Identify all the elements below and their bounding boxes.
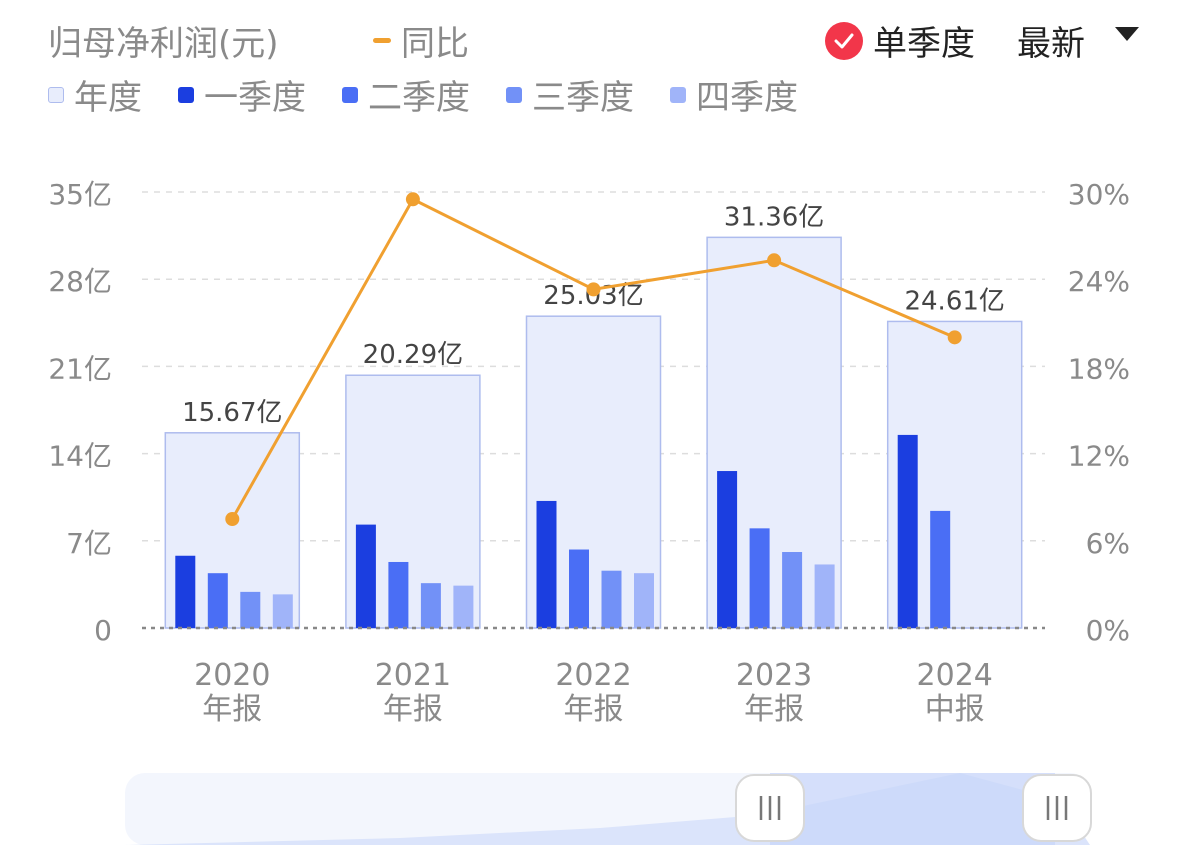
x-tick-period: 年报 — [744, 692, 804, 727]
legend-swatch-icon — [506, 86, 522, 103]
yoy-label: 同比 — [401, 24, 469, 64]
quarter-bar-q4 — [272, 594, 293, 628]
y-left-tick-label: 35亿 — [48, 178, 112, 211]
legend-label: 一季度 — [204, 78, 306, 118]
check-icon[interactable] — [825, 21, 863, 60]
legend-label: 三季度 — [532, 78, 634, 118]
triangle-down-icon — [1115, 26, 1139, 41]
y-left-tick-label: 7亿 — [66, 527, 112, 560]
chart-header: 归母净利润(元) 同比 单季度 最新 — [48, 14, 1139, 65]
y-right-tick-label: 18% — [1068, 352, 1130, 385]
quarter-bar-q1 — [175, 555, 196, 628]
y-left-tick-label: 0 — [94, 614, 112, 647]
quarter-bar-q4 — [634, 573, 654, 628]
legend-label: 年度 — [74, 78, 142, 118]
legend-item-1[interactable]: 一季度 — [178, 70, 306, 119]
period-dropdown[interactable]: 最新 — [1017, 16, 1139, 65]
legend-swatch-icon — [178, 86, 194, 103]
yoy-point — [586, 282, 601, 297]
y-left-tick-label: 28亿 — [48, 265, 112, 298]
quarter-bar-q2 — [749, 528, 770, 628]
quarter-bar-q3 — [420, 583, 441, 628]
quarter-bar-q3 — [601, 570, 622, 628]
quarter-bar-q1 — [717, 471, 738, 628]
quarter-bar-q4 — [453, 585, 474, 628]
legend-label: 四季度 — [696, 78, 798, 118]
x-tick-period: 年报 — [564, 692, 624, 727]
y-right-tick-label: 12% — [1068, 440, 1130, 473]
x-tick-period: 年报 — [202, 692, 262, 727]
y-left-tick-label: 14亿 — [48, 440, 112, 473]
quarter-bar-q1 — [536, 500, 557, 628]
annual-data-label: 15.67亿 — [182, 398, 282, 428]
legend-item-2[interactable]: 二季度 — [342, 70, 470, 119]
x-tick-period: 中报 — [925, 692, 985, 727]
yoy-point — [947, 330, 962, 345]
header-controls: 单季度 最新 — [825, 16, 1139, 65]
y-right-tick-label: 0% — [1086, 614, 1130, 647]
y-right-tick-label: 30% — [1068, 178, 1130, 211]
y-right-tick-label: 6% — [1086, 527, 1130, 560]
legend-item-0[interactable]: 年度 — [48, 70, 142, 119]
x-tick-year: 2023 — [736, 658, 812, 693]
quarter-bar-q2 — [930, 510, 951, 628]
annual-data-label: 24.61亿 — [904, 286, 1004, 316]
x-tick-year: 2020 — [194, 658, 270, 693]
quarter-bar-q2 — [569, 549, 589, 628]
yoy-legend-item[interactable]: 同比 — [373, 16, 469, 65]
legend-label: 二季度 — [368, 78, 470, 118]
yoy-point — [767, 253, 782, 268]
x-tick-year: 2021 — [375, 658, 451, 693]
annual-data-label: 31.36亿 — [724, 202, 824, 232]
y-right-tick-label: 24% — [1068, 265, 1130, 298]
quarter-bar-q1 — [897, 434, 918, 628]
single-quarter-toggle[interactable]: 单季度 — [873, 24, 975, 64]
legend-swatch-icon — [342, 86, 358, 103]
y-left-tick-label: 21亿 — [48, 352, 112, 385]
yoy-point — [225, 512, 240, 526]
navigator-selected-range — [770, 773, 1055, 845]
quarter-bar-q2 — [388, 561, 409, 628]
chart-title: 归母净利润(元) — [48, 24, 279, 64]
legend-swatch-icon — [48, 86, 64, 103]
legend: 年度 一季度 二季度 三季度 四季度 — [48, 70, 834, 119]
quarter-bar-q3 — [240, 591, 261, 628]
annual-data-label: 20.29亿 — [363, 340, 463, 370]
x-tick-year: 2024 — [917, 658, 993, 693]
quarter-bar-q4 — [814, 564, 835, 628]
yoy-dash-icon — [373, 38, 391, 43]
legend-item-4[interactable]: 四季度 — [670, 70, 798, 119]
yoy-point — [405, 192, 420, 207]
quarter-bar-q1 — [355, 524, 376, 628]
legend-item-3[interactable]: 三季度 — [506, 70, 634, 119]
quarter-bar-q3 — [782, 552, 803, 628]
x-tick-year: 2022 — [555, 658, 631, 693]
period-dropdown-value: 最新 — [1017, 24, 1085, 64]
x-tick-period: 年报 — [383, 692, 443, 727]
legend-swatch-icon — [670, 86, 686, 103]
quarter-bar-q2 — [207, 573, 228, 628]
